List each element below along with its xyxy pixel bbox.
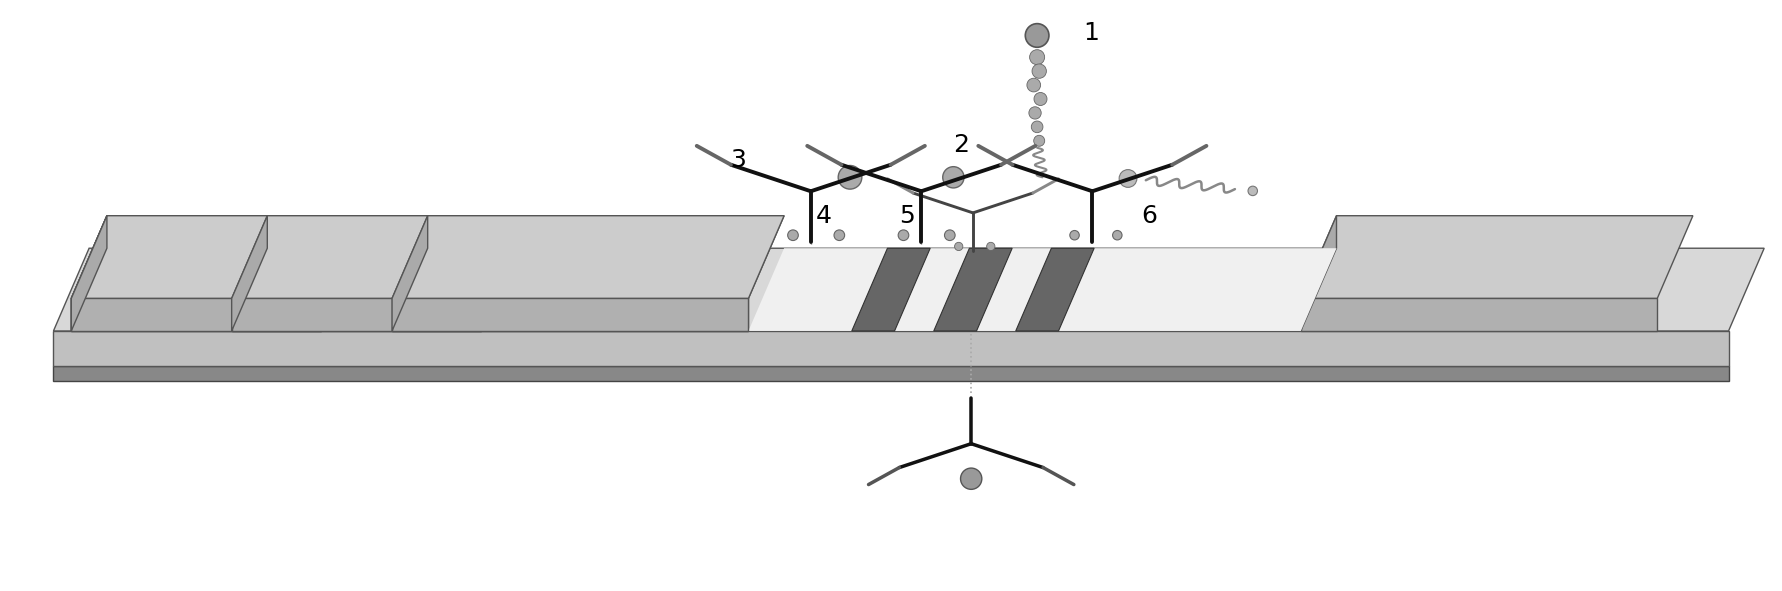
Ellipse shape bbox=[1026, 78, 1041, 92]
Polygon shape bbox=[1301, 216, 1693, 298]
Polygon shape bbox=[1301, 298, 1657, 331]
Ellipse shape bbox=[834, 230, 845, 241]
Polygon shape bbox=[392, 216, 784, 298]
Text: 2: 2 bbox=[953, 133, 969, 157]
Polygon shape bbox=[392, 216, 428, 331]
Ellipse shape bbox=[1028, 107, 1041, 119]
Polygon shape bbox=[71, 216, 356, 298]
Polygon shape bbox=[232, 298, 481, 331]
Polygon shape bbox=[934, 248, 1012, 331]
Ellipse shape bbox=[1069, 230, 1080, 240]
Polygon shape bbox=[232, 298, 481, 331]
Text: 6: 6 bbox=[1142, 203, 1157, 228]
Polygon shape bbox=[71, 298, 321, 331]
Polygon shape bbox=[71, 216, 107, 331]
Ellipse shape bbox=[987, 242, 994, 251]
Ellipse shape bbox=[960, 468, 982, 489]
Polygon shape bbox=[895, 248, 969, 331]
Polygon shape bbox=[977, 248, 1051, 331]
Polygon shape bbox=[53, 331, 1729, 366]
Ellipse shape bbox=[1112, 230, 1123, 240]
Text: 3: 3 bbox=[731, 148, 747, 171]
Ellipse shape bbox=[943, 167, 964, 188]
Polygon shape bbox=[392, 298, 748, 331]
Polygon shape bbox=[71, 298, 321, 331]
Ellipse shape bbox=[1034, 135, 1044, 147]
Polygon shape bbox=[392, 298, 748, 331]
Polygon shape bbox=[232, 216, 267, 331]
Polygon shape bbox=[852, 248, 930, 331]
Text: 4: 4 bbox=[816, 203, 830, 228]
Text: 5: 5 bbox=[900, 203, 914, 228]
Polygon shape bbox=[232, 216, 517, 298]
Polygon shape bbox=[392, 216, 428, 331]
Ellipse shape bbox=[1030, 50, 1044, 65]
Ellipse shape bbox=[1247, 186, 1258, 196]
Ellipse shape bbox=[1119, 170, 1137, 187]
Polygon shape bbox=[1016, 248, 1094, 331]
Polygon shape bbox=[53, 366, 1729, 381]
Ellipse shape bbox=[1025, 24, 1050, 47]
Ellipse shape bbox=[788, 230, 798, 241]
Polygon shape bbox=[71, 216, 356, 298]
Ellipse shape bbox=[1032, 121, 1042, 133]
Ellipse shape bbox=[838, 165, 862, 189]
Ellipse shape bbox=[955, 242, 962, 251]
Polygon shape bbox=[1059, 248, 1336, 331]
Polygon shape bbox=[392, 216, 784, 298]
Polygon shape bbox=[1301, 216, 1336, 331]
Polygon shape bbox=[71, 216, 107, 331]
Text: 1: 1 bbox=[1083, 21, 1099, 44]
Ellipse shape bbox=[1034, 93, 1048, 106]
Polygon shape bbox=[232, 216, 517, 298]
Ellipse shape bbox=[1032, 64, 1046, 79]
Polygon shape bbox=[53, 248, 1764, 331]
Polygon shape bbox=[748, 248, 887, 331]
Polygon shape bbox=[232, 216, 267, 331]
Ellipse shape bbox=[944, 230, 955, 241]
Ellipse shape bbox=[898, 230, 909, 241]
